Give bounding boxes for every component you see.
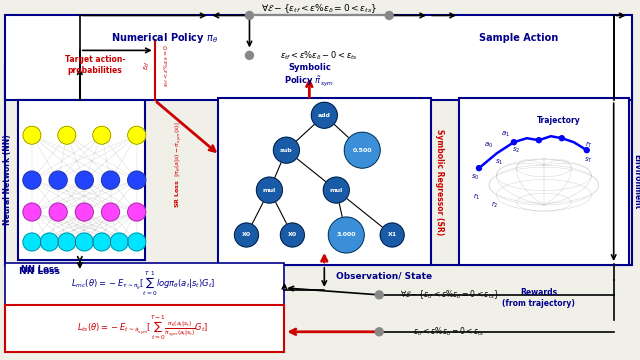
- Text: Neural Network (NN): Neural Network (NN): [3, 135, 13, 225]
- Text: Rewards
(from trajectory): Rewards (from trajectory): [502, 288, 575, 308]
- Bar: [18, 100, 145, 260]
- Bar: [218, 98, 431, 265]
- Text: Symbolic Regressor (SR): Symbolic Regressor (SR): [435, 129, 444, 235]
- Bar: [5, 15, 632, 100]
- Text: add: add: [318, 113, 331, 118]
- Circle shape: [49, 171, 67, 189]
- Text: $r_T$: $r_T$: [585, 140, 593, 150]
- Circle shape: [273, 137, 300, 163]
- Text: Symbolic
Policy $\tilde{\pi}_{sym}$: Symbolic Policy $\tilde{\pi}_{sym}$: [284, 63, 334, 88]
- Circle shape: [40, 233, 58, 251]
- Text: SR Loss  $|\pi_\theta(a|s)-\tilde{\pi}_{sym}(s)|$: SR Loss $|\pi_\theta(a|s)-\tilde{\pi}_{s…: [173, 122, 182, 208]
- Text: Trajectory: Trajectory: [537, 116, 580, 125]
- Text: $\varepsilon_{tf} < \varepsilon\%\varepsilon_\delta - 0 < \varepsilon_{ts}$: $\varepsilon_{tf} < \varepsilon\%\vareps…: [280, 49, 358, 62]
- Text: $L_{mc}(\theta) = -E_{\tau\sim\pi_\theta}[\sum_{t=0}^{T\ 1} log\pi_\theta(a_t|s_: $L_{mc}(\theta) = -E_{\tau\sim\pi_\theta…: [70, 269, 215, 298]
- Circle shape: [511, 140, 516, 145]
- Text: X0: X0: [242, 233, 251, 238]
- Circle shape: [559, 136, 564, 141]
- Text: $s_2$: $s_2$: [512, 145, 520, 155]
- Text: $s_1$: $s_1$: [495, 158, 503, 167]
- Circle shape: [23, 126, 41, 144]
- Text: 0.500: 0.500: [353, 148, 372, 153]
- Text: $\varepsilon_{tf} < \varepsilon\%\varepsilon_\delta = 0 < \varepsilon_{ts}$: $\varepsilon_{tf} < \varepsilon\%\vareps…: [413, 325, 484, 338]
- Circle shape: [102, 171, 120, 189]
- Circle shape: [536, 138, 541, 143]
- Circle shape: [23, 233, 41, 251]
- Circle shape: [23, 203, 41, 221]
- Circle shape: [76, 203, 93, 221]
- Text: $\forall\mathcal{E} - \{\varepsilon_{tf} < \varepsilon\%\varepsilon_\delta = 0 <: $\forall\mathcal{E} - \{\varepsilon_{tf}…: [261, 2, 378, 15]
- Text: $s_T$: $s_T$: [584, 156, 593, 165]
- Circle shape: [128, 126, 146, 144]
- Circle shape: [380, 223, 404, 247]
- Bar: [5, 305, 284, 352]
- Text: Sample Action: Sample Action: [479, 33, 559, 44]
- Text: sub: sub: [280, 148, 292, 153]
- Circle shape: [234, 223, 259, 247]
- Text: $r_2$: $r_2$: [491, 200, 499, 210]
- Text: mul: mul: [330, 188, 343, 193]
- Text: mul: mul: [263, 188, 276, 193]
- Text: NN Loss: NN Loss: [21, 265, 59, 274]
- Text: Numerical Policy $\pi_\theta$: Numerical Policy $\pi_\theta$: [111, 31, 218, 45]
- Circle shape: [128, 171, 146, 189]
- Text: X1: X1: [388, 233, 397, 238]
- Circle shape: [102, 203, 120, 221]
- Circle shape: [49, 203, 67, 221]
- Text: $a_0$: $a_0$: [484, 141, 493, 150]
- Circle shape: [375, 291, 383, 299]
- Circle shape: [23, 171, 41, 189]
- Circle shape: [58, 126, 76, 144]
- Circle shape: [246, 12, 253, 19]
- Circle shape: [76, 233, 93, 251]
- Circle shape: [311, 102, 337, 128]
- Text: X0: X0: [288, 233, 297, 238]
- Text: 3.000: 3.000: [337, 233, 356, 238]
- Circle shape: [93, 126, 111, 144]
- Text: NN Loss: NN Loss: [19, 267, 60, 276]
- Circle shape: [584, 148, 589, 153]
- Circle shape: [128, 203, 146, 221]
- Circle shape: [128, 233, 146, 251]
- Bar: [5, 66, 632, 265]
- Text: $L_{ts}(\theta) = -E_{t\sim\tilde{a}_{sym}}[\sum_{t=0}^{T-1} \frac{\pi_\theta(a_: $L_{ts}(\theta) = -E_{t\sim\tilde{a}_{sy…: [77, 313, 209, 342]
- Text: $a_1$: $a_1$: [502, 130, 510, 139]
- Circle shape: [344, 132, 380, 168]
- Bar: [5, 263, 284, 305]
- Text: Target action-
probabilities: Target action- probabilities: [65, 55, 125, 75]
- Text: Environment: Environment: [632, 154, 640, 210]
- Circle shape: [257, 177, 282, 203]
- Circle shape: [246, 51, 253, 59]
- Circle shape: [323, 177, 349, 203]
- Circle shape: [375, 328, 383, 336]
- Circle shape: [328, 217, 364, 253]
- Text: $\forall\mathcal{E} - \{\varepsilon_{tf} < \varepsilon\%\varepsilon_\delta = 0 <: $\forall\mathcal{E} - \{\varepsilon_{tf}…: [399, 288, 499, 301]
- Text: $s_0$: $s_0$: [471, 172, 479, 182]
- Bar: [459, 98, 628, 265]
- Text: $\varepsilon_{tf}$: $\varepsilon_{tf}$: [143, 60, 152, 70]
- Text: Observation/ State: Observation/ State: [336, 271, 432, 280]
- Text: $\varepsilon_{tf} < \varepsilon\%\varepsilon_\delta = 0$: $\varepsilon_{tf} < \varepsilon\%\vareps…: [162, 44, 170, 87]
- Circle shape: [58, 233, 76, 251]
- Circle shape: [110, 233, 128, 251]
- Circle shape: [385, 12, 393, 19]
- Circle shape: [280, 223, 305, 247]
- Circle shape: [93, 233, 111, 251]
- Text: $r_1$: $r_1$: [473, 192, 481, 202]
- Circle shape: [76, 171, 93, 189]
- Circle shape: [477, 166, 481, 171]
